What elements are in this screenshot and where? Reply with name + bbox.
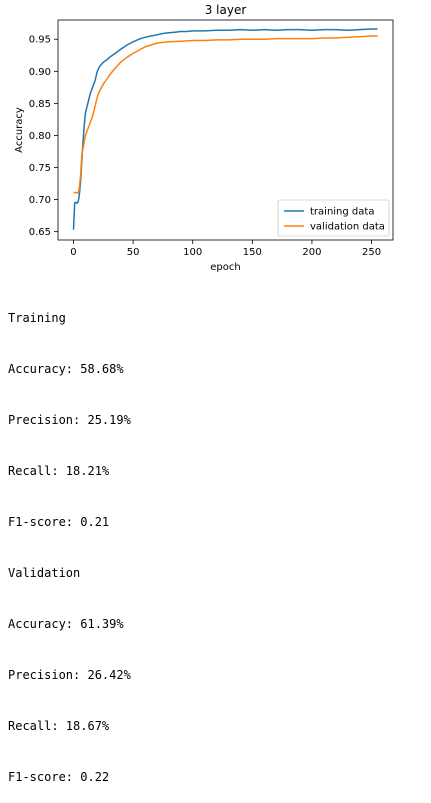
chart-title: 3 layer: [205, 3, 247, 17]
metrics-heading-training: Training: [8, 311, 66, 325]
x-tick-label: 150: [243, 247, 262, 258]
y-tick-label: 0.75: [29, 163, 51, 174]
y-tick-label: 0.90: [29, 67, 51, 78]
y-axis-label: Accuracy: [14, 107, 25, 153]
y-tick-label: 0.80: [29, 131, 51, 142]
legend-box: [277, 199, 390, 237]
validation-precision: Precision: 26.42%: [8, 668, 131, 682]
x-tick-label: 200: [302, 247, 321, 258]
x-tick-label: 250: [362, 247, 381, 258]
x-tick-label: 0: [70, 247, 76, 258]
y-tick-label: 0.85: [29, 99, 51, 110]
validation-f1-score: F1-score: 0.22: [8, 770, 110, 784]
legend-label: training data: [310, 207, 374, 218]
training-precision: Precision: 25.19%: [8, 413, 131, 427]
metrics-heading-validation: Validation: [8, 566, 81, 580]
legend-label: validation data: [310, 222, 385, 233]
series-line-validation-data: [73, 35, 378, 194]
series-line-training-data: [72, 28, 378, 230]
accuracy-chart: 3 layer 0 50 100 150 200 250 0.65 0.70 0.75 0.80 0.…: [14, 3, 394, 272]
plot-frame: [57, 19, 394, 241]
training-f1-score: F1-score: 0.21: [8, 515, 110, 529]
y-tick-label: 0.95: [29, 35, 51, 46]
training-accuracy: Accuracy: 58.68%: [8, 362, 124, 376]
y-tick-label: 0.65: [29, 227, 51, 238]
metrics-output: Training Accuracy: 58.68% Precision: 25.…: [8, 276, 131, 803]
x-tick-label: 50: [127, 247, 140, 258]
validation-recall: Recall: 18.67%: [8, 719, 110, 733]
validation-accuracy: Accuracy: 61.39%: [8, 617, 124, 631]
training-recall: Recall: 18.21%: [8, 464, 110, 478]
y-tick-label: 0.70: [29, 195, 51, 206]
x-tick-label: 100: [183, 247, 202, 258]
x-axis-label: epoch: [210, 262, 240, 272]
